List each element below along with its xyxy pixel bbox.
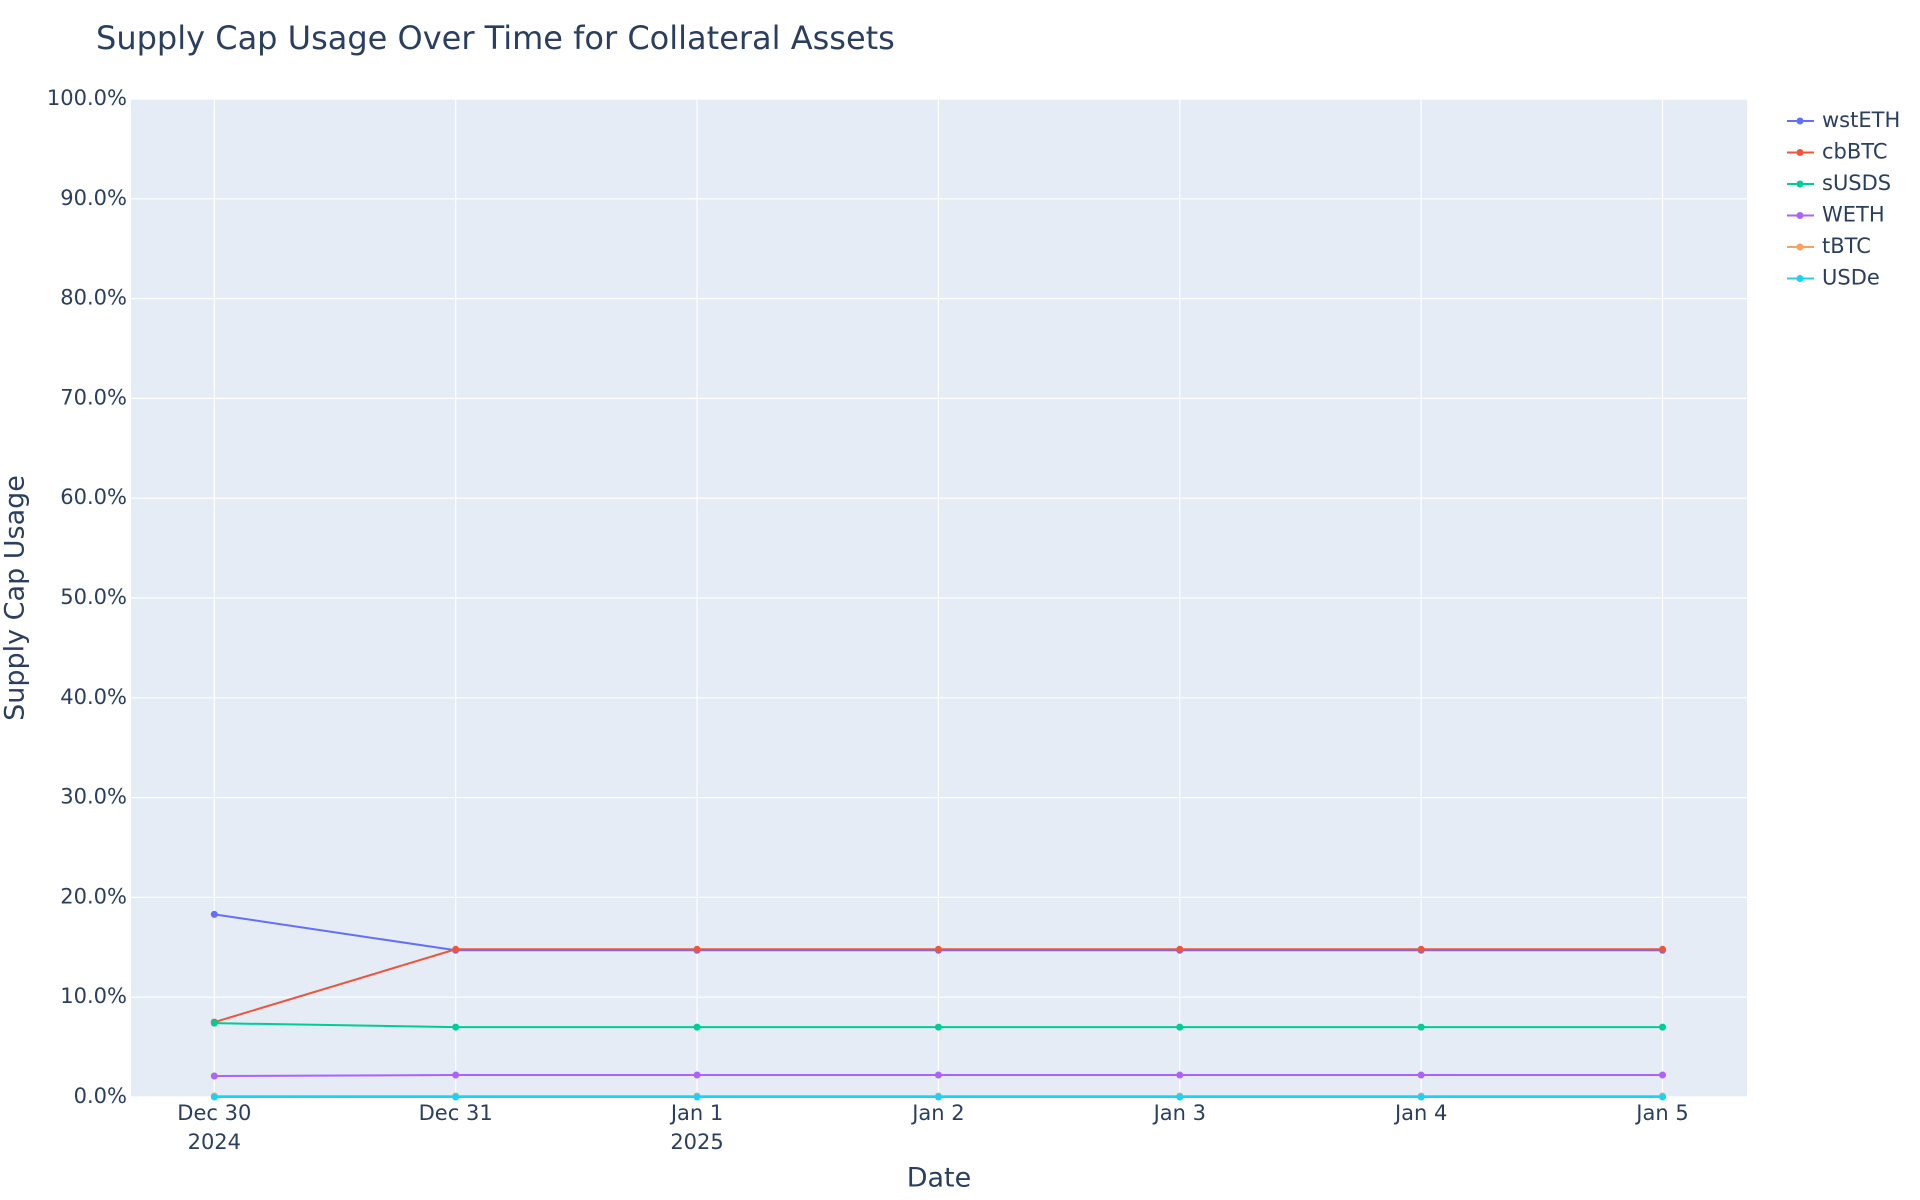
x-tick-sublabel: 2024 bbox=[188, 1130, 241, 1154]
data-point bbox=[1659, 1093, 1667, 1101]
data-point bbox=[1417, 1071, 1425, 1079]
y-tick-label: 30.0% bbox=[60, 785, 127, 809]
x-tick-label: Dec 31 bbox=[419, 1101, 493, 1125]
data-point bbox=[1417, 945, 1425, 953]
x-tick-label: Jan 2 bbox=[910, 1101, 964, 1125]
x-axis-title: Date bbox=[907, 1163, 972, 1194]
data-point bbox=[452, 1023, 460, 1031]
y-tick-label: 60.0% bbox=[60, 485, 127, 509]
x-tick-sublabel: 2025 bbox=[670, 1130, 723, 1154]
legend-label: wstETH bbox=[1822, 108, 1900, 132]
data-point bbox=[693, 1071, 701, 1079]
data-point bbox=[934, 1071, 942, 1079]
y-tick-label: 40.0% bbox=[60, 685, 127, 709]
data-point bbox=[452, 945, 460, 953]
data-point bbox=[210, 1019, 218, 1027]
y-tick-label: 50.0% bbox=[60, 585, 127, 609]
x-tick-label: Jan 3 bbox=[1152, 1101, 1206, 1125]
legend-label: USDe bbox=[1822, 266, 1880, 290]
data-point bbox=[1176, 945, 1184, 953]
data-point bbox=[1176, 1093, 1184, 1101]
y-tick-label: 0.0% bbox=[74, 1084, 127, 1108]
y-tick-label: 20.0% bbox=[60, 884, 127, 908]
y-tick-label: 70.0% bbox=[60, 385, 127, 409]
legend-label: tBTC bbox=[1822, 234, 1871, 258]
y-tick-label: 80.0% bbox=[60, 286, 127, 310]
data-point bbox=[693, 945, 701, 953]
data-point bbox=[210, 1072, 218, 1080]
data-point bbox=[934, 945, 942, 953]
data-point bbox=[1659, 1023, 1667, 1031]
data-point bbox=[693, 1093, 701, 1101]
y-tick-label: 90.0% bbox=[60, 186, 127, 210]
legend-marker bbox=[1796, 212, 1804, 219]
legend-label: WETH bbox=[1822, 203, 1885, 227]
legend-marker bbox=[1796, 243, 1804, 251]
y-tick-label: 10.0% bbox=[60, 984, 127, 1008]
data-point bbox=[1659, 1071, 1667, 1079]
legend-marker bbox=[1796, 275, 1804, 282]
data-point bbox=[1417, 1023, 1425, 1031]
data-point bbox=[452, 1071, 460, 1079]
legend-label: sUSDS bbox=[1822, 171, 1891, 195]
data-point bbox=[934, 1023, 942, 1031]
legend-marker bbox=[1796, 117, 1804, 125]
x-tick-label: Dec 30 bbox=[177, 1101, 251, 1125]
data-point bbox=[452, 1093, 460, 1101]
y-axis-title: Supply Cap Usage bbox=[0, 475, 31, 721]
legend-label: cbBTC bbox=[1822, 140, 1888, 164]
x-tick-label: Jan 4 bbox=[1393, 1101, 1447, 1125]
data-point bbox=[693, 1023, 701, 1031]
data-point bbox=[1176, 1023, 1184, 1031]
legend-marker bbox=[1796, 149, 1804, 156]
x-tick-label: Jan 1 bbox=[669, 1101, 723, 1125]
x-tick-label: Jan 5 bbox=[1634, 1101, 1688, 1125]
chart-title: Supply Cap Usage Over Time for Collatera… bbox=[96, 19, 895, 57]
data-point bbox=[210, 1093, 218, 1101]
data-point bbox=[934, 1093, 942, 1101]
data-point bbox=[210, 910, 218, 918]
y-tick-label: 100.0% bbox=[47, 86, 127, 110]
data-point bbox=[1417, 1093, 1425, 1101]
legend-marker bbox=[1796, 180, 1804, 188]
data-point bbox=[1176, 1071, 1184, 1079]
data-point bbox=[1659, 945, 1667, 953]
